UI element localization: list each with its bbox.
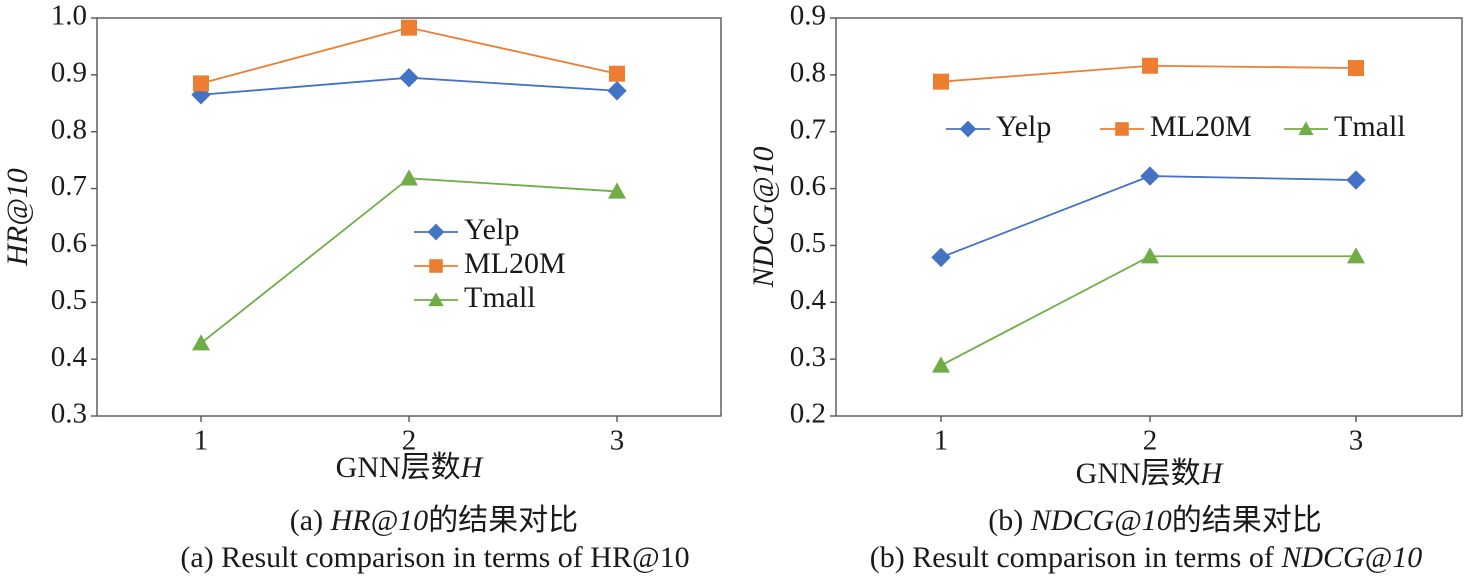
legend-marker-tmall-a bbox=[428, 292, 444, 307]
y-tick-label-b: 0.6 bbox=[790, 170, 826, 202]
data-point-ml20m-a bbox=[401, 19, 417, 36]
data-point-ml20m-a bbox=[609, 65, 625, 82]
y-tick-label-a: 0.5 bbox=[51, 284, 87, 316]
caption-b-cn-suffix: 的结果对比 bbox=[1171, 504, 1322, 537]
caption-b-en-metric: NDCG@10 bbox=[1281, 541, 1423, 574]
y-tick-label-b: 0.3 bbox=[790, 341, 826, 373]
data-point-tmall-a bbox=[192, 334, 210, 351]
y-tick-label-b: 0.8 bbox=[790, 57, 826, 89]
data-point-ml20m-b bbox=[1142, 57, 1158, 74]
caption-b-cn-metric: NDCG@10 bbox=[1030, 504, 1172, 537]
data-point-tmall-b bbox=[1141, 247, 1159, 264]
data-point-tmall-a bbox=[400, 169, 418, 186]
data-point-yelp-a bbox=[607, 81, 627, 101]
data-point-yelp-a bbox=[399, 67, 419, 88]
legend-label-tmall-a: Tmall bbox=[464, 281, 536, 314]
y-tick-label-a: 0.8 bbox=[51, 113, 87, 145]
caption-b-cn: (b) NDCG@10的结果对比 bbox=[925, 504, 1385, 538]
x-axis-title-b: GNN层数H bbox=[1076, 457, 1225, 490]
legend-marker-yelp-a bbox=[427, 223, 445, 241]
caption-b-cn-prefix: (b) bbox=[988, 504, 1031, 537]
data-point-yelp-b bbox=[1346, 170, 1366, 190]
caption-a-en: (a) Result comparison in terms of HR@10 bbox=[110, 541, 760, 575]
legend-marker-ml20m-a bbox=[429, 259, 443, 273]
data-point-yelp-b bbox=[1140, 166, 1160, 186]
caption-a-en-text: (a) Result comparison in terms of HR@10 bbox=[180, 541, 690, 574]
legend-label-tmall-b: Tmall bbox=[1334, 110, 1406, 143]
caption-a-cn: (a) HR@10的结果对比 bbox=[224, 504, 644, 538]
data-point-ml20m-a bbox=[193, 75, 209, 92]
y-tick-label-b: 0.7 bbox=[790, 113, 826, 145]
data-point-ml20m-b bbox=[1348, 60, 1364, 77]
legend-marker-ml20m-b bbox=[1115, 122, 1129, 136]
y-tick-label-a: 1.0 bbox=[51, 0, 87, 32]
data-point-yelp-b bbox=[931, 247, 951, 268]
x-axis-title-a: GNN层数H bbox=[336, 451, 485, 484]
series-line-yelp-b bbox=[940, 175, 1357, 259]
legend-label-yelp-b: Yelp bbox=[996, 110, 1051, 143]
legend-label-ml20m-a: ML20M bbox=[464, 247, 566, 280]
data-point-tmall-b bbox=[932, 356, 950, 373]
y-tick-label-b: 0.2 bbox=[790, 398, 826, 430]
y-tick-label-b: 0.9 bbox=[790, 0, 826, 32]
caption-a-cn-suffix: 的结果对比 bbox=[428, 504, 579, 537]
legend-label-ml20m-b: ML20M bbox=[1150, 110, 1252, 143]
caption-a-cn-prefix: (a) bbox=[289, 504, 331, 537]
x-tick-label-b: 2 bbox=[1143, 425, 1158, 457]
x-tick-label-b: 3 bbox=[1349, 425, 1364, 457]
y-axis-title-b: NDCG@10 bbox=[747, 147, 780, 289]
data-point-ml20m-b bbox=[933, 73, 949, 90]
plot-frame-b bbox=[835, 17, 1463, 417]
legend-label-yelp-a: Yelp bbox=[464, 213, 519, 246]
data-point-tmall-b bbox=[1347, 247, 1365, 264]
y-axis-title-a: HR@10 bbox=[1, 168, 34, 267]
caption-b-en-prefix: (b) Result comparison in terms of bbox=[869, 541, 1282, 574]
x-tick-label-a: 3 bbox=[610, 425, 625, 457]
y-tick-label-a: 0.4 bbox=[51, 341, 88, 373]
caption-a-cn-metric: HR@10 bbox=[330, 504, 429, 537]
x-tick-label-b: 1 bbox=[934, 425, 949, 457]
x-axis-title-prefix-b: GNN层数 bbox=[1076, 457, 1201, 490]
y-tick-label-a: 0.9 bbox=[51, 57, 87, 89]
caption-b-en: (b) Result comparison in terms of NDCG@1… bbox=[810, 541, 1482, 575]
series-line-tmall-b bbox=[940, 255, 1356, 367]
y-tick-label-a: 0.6 bbox=[51, 227, 87, 259]
x-axis-title-var-a: H bbox=[460, 451, 485, 484]
legend-marker-yelp-b bbox=[959, 120, 977, 138]
y-tick-label-b: 0.5 bbox=[790, 227, 826, 259]
x-tick-label-a: 2 bbox=[402, 425, 417, 457]
data-point-tmall-a bbox=[608, 182, 626, 199]
y-tick-label-a: 0.3 bbox=[51, 398, 87, 430]
y-tick-label-b: 0.4 bbox=[790, 284, 827, 316]
x-axis-title-var-b: H bbox=[1200, 457, 1225, 490]
x-tick-label-a: 1 bbox=[194, 425, 209, 457]
y-tick-label-a: 0.7 bbox=[51, 170, 87, 202]
x-axis-title-prefix-a: GNN层数 bbox=[336, 451, 461, 484]
legend-marker-tmall-b bbox=[1298, 121, 1314, 136]
